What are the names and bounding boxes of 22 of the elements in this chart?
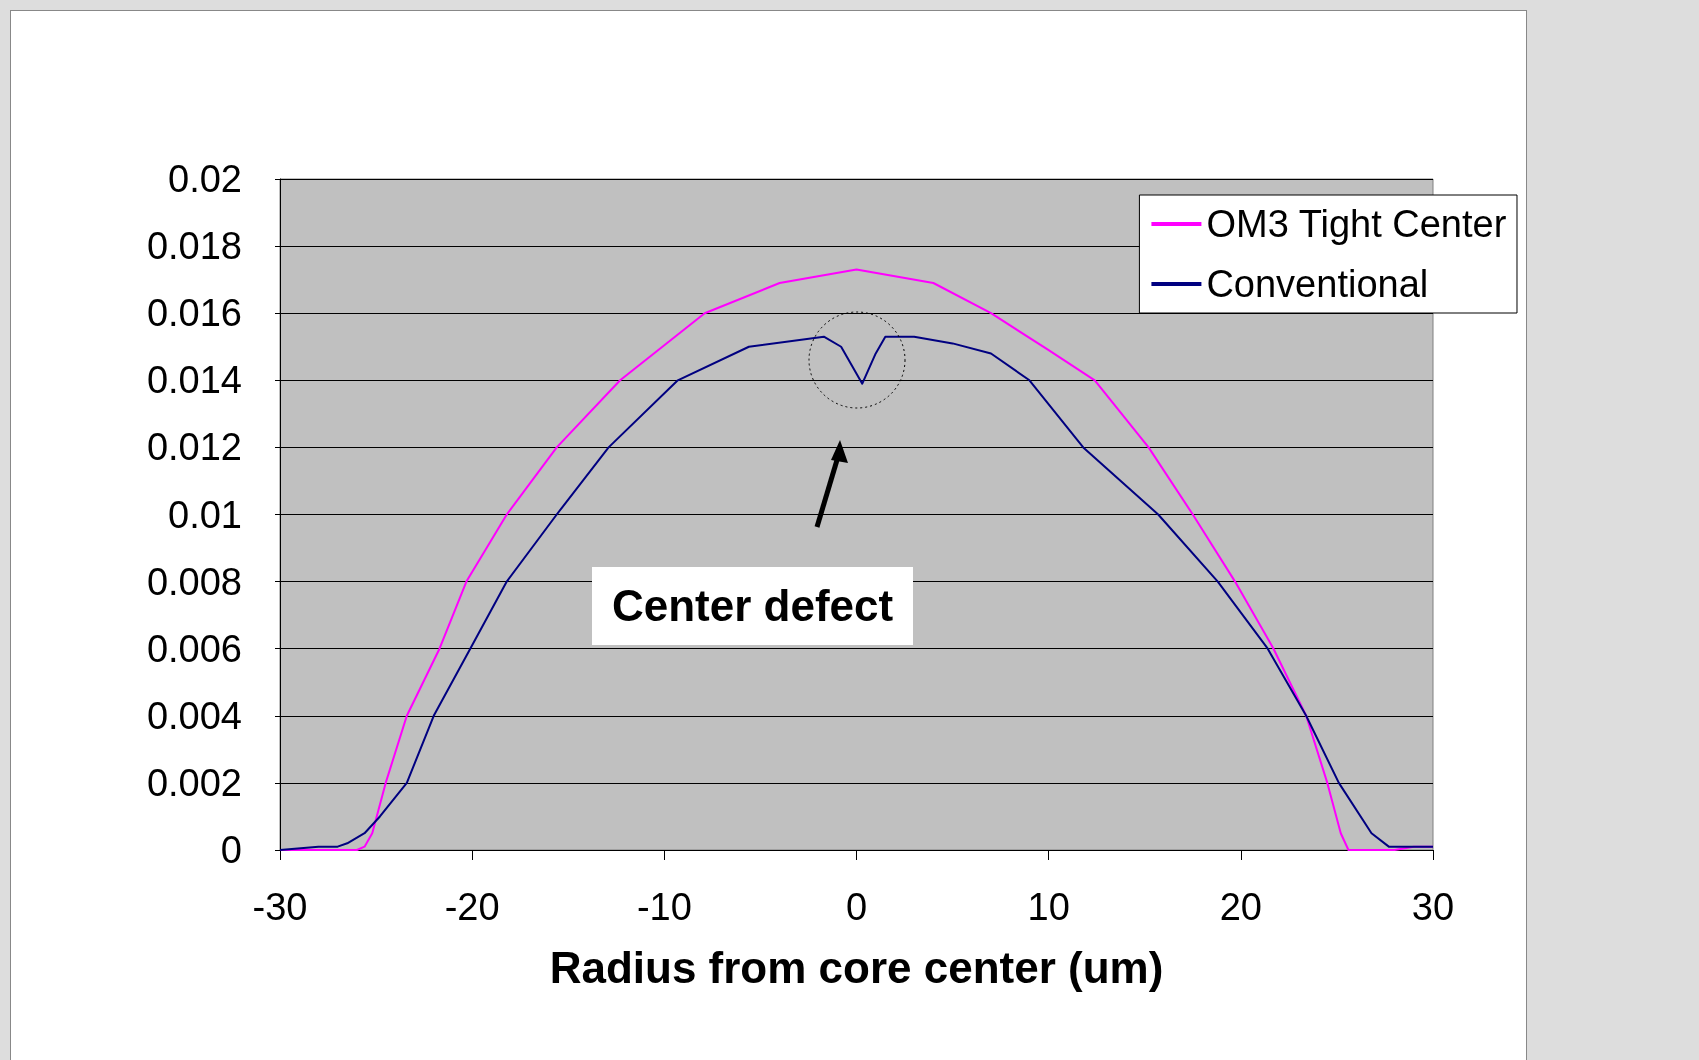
y-tick-label: 0.006	[146, 627, 242, 670]
y-tick-label: 0	[220, 829, 242, 871]
y-tick-label: 0.004	[146, 694, 242, 737]
y-tick-label: 0.02	[168, 158, 242, 200]
x-tick-label: 30	[1411, 886, 1455, 928]
x-tick-label: -20	[444, 886, 500, 928]
y-tick-label: 0.014	[146, 359, 242, 402]
annotation: Center defect	[592, 567, 914, 645]
y-tick-label: 0.008	[146, 560, 242, 603]
y-tick-label: 0.018	[146, 225, 242, 268]
y-tick-label: 0.016	[146, 292, 242, 335]
x-tick-label: 20	[1219, 886, 1262, 928]
y-tick-label: 0.012	[146, 426, 242, 469]
x-tick-label: -30	[252, 886, 308, 928]
x-axis-title: Radius from core center (um)	[549, 942, 1164, 992]
legend-label: OM3 Tight Center	[1206, 203, 1507, 245]
y-tick-label: 0.002	[146, 761, 242, 804]
legend-label: Conventional	[1206, 263, 1429, 305]
x-tick-label: -10	[636, 886, 692, 928]
x-tick-label: 10	[1027, 886, 1070, 928]
y-tick-label: 0.01	[168, 493, 242, 536]
x-tick-label: 0	[845, 886, 868, 928]
